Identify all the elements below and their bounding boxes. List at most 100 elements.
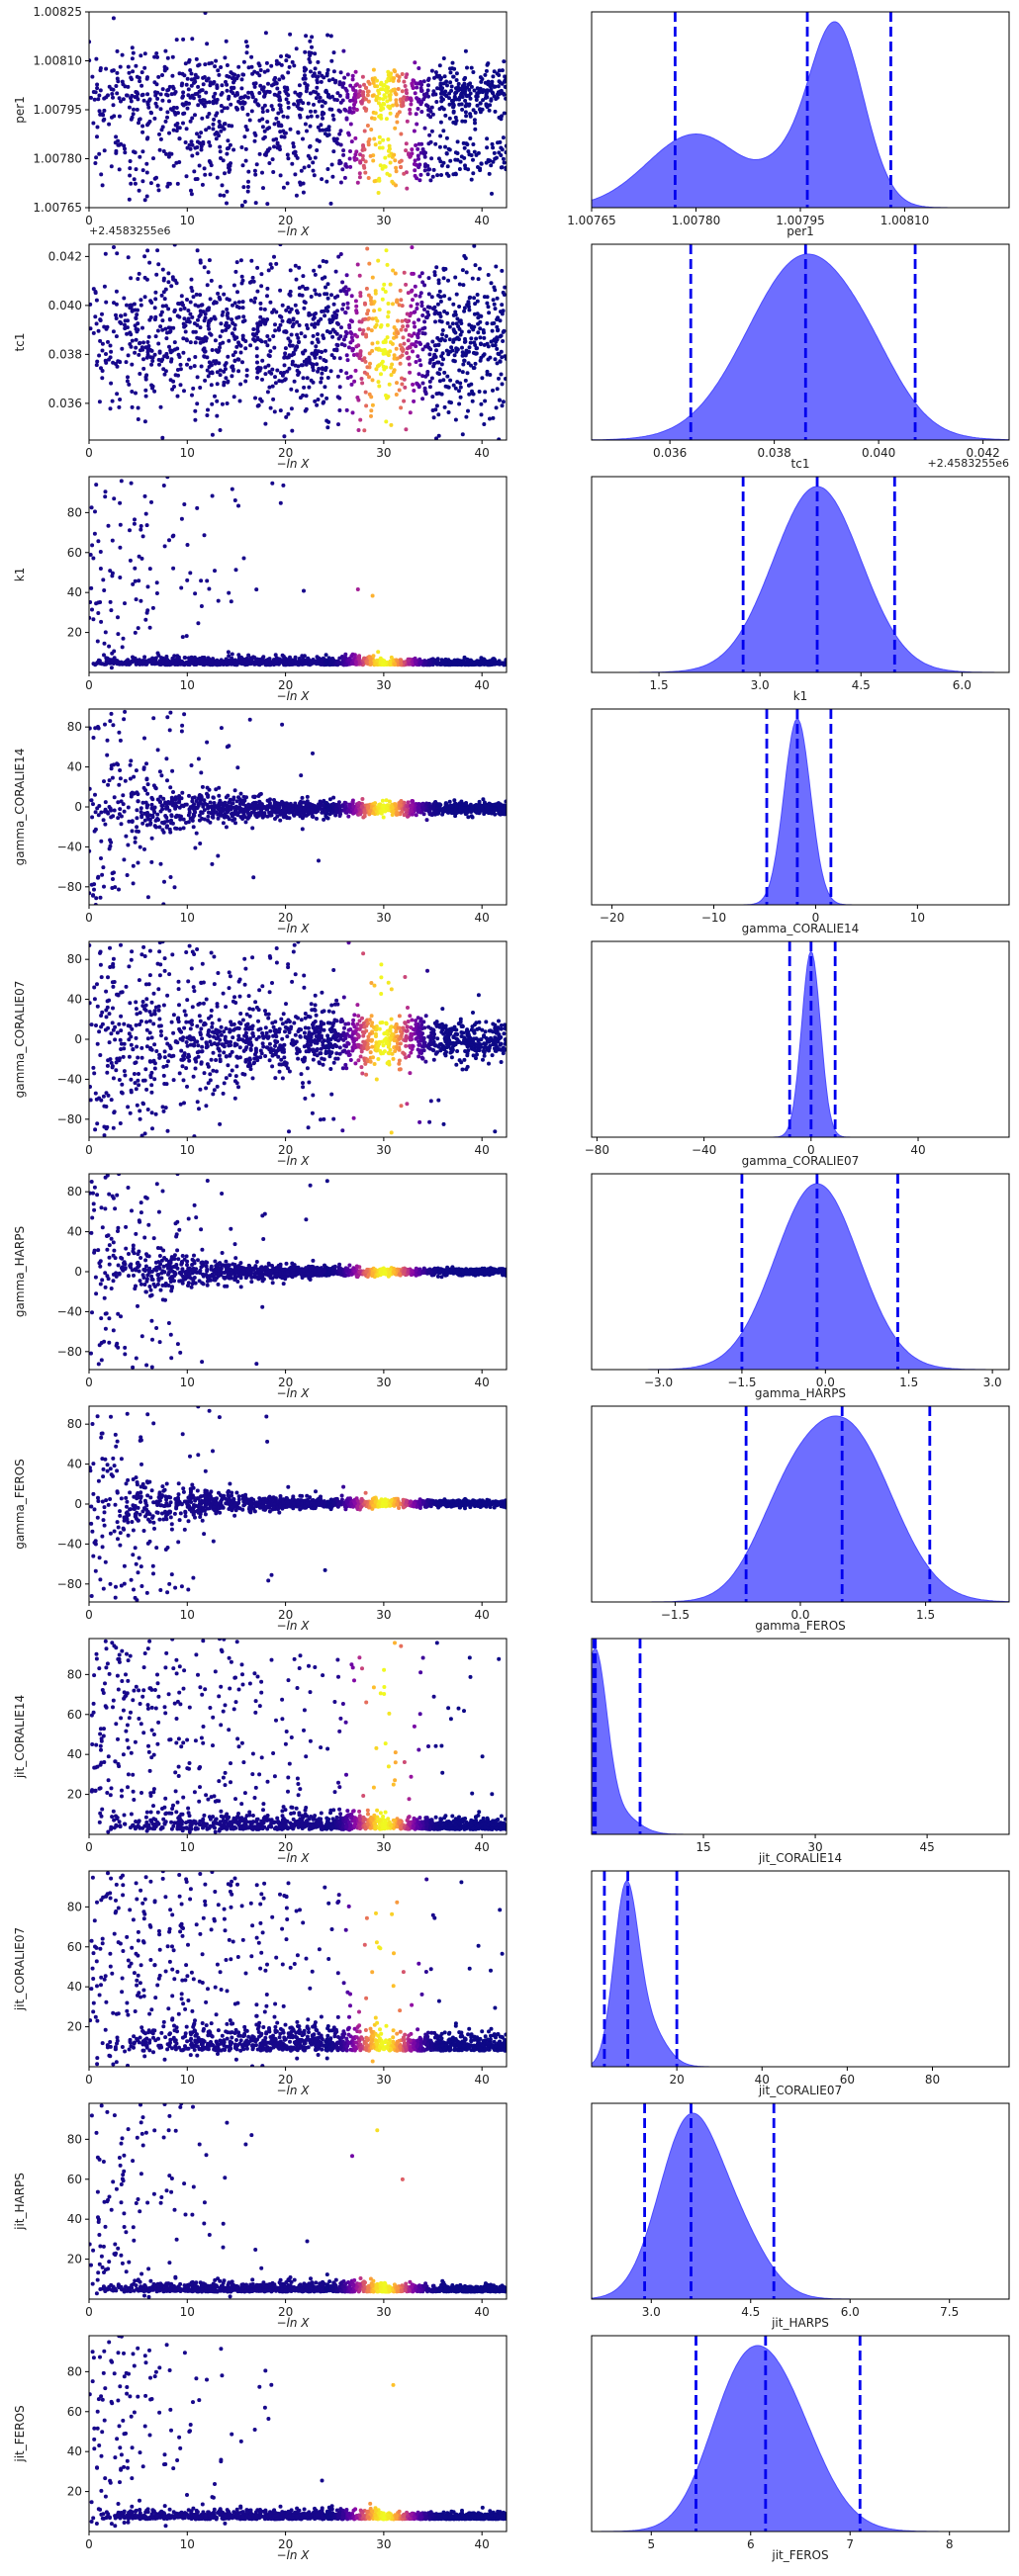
x-tick-label: 0 [807, 1143, 815, 1157]
x-tick-label: 40 [475, 1840, 490, 1854]
trace-tc1-frame [88, 243, 508, 441]
posterior-jit_CORALIE07-frame [591, 1870, 1010, 2068]
x-axis-label: −ln X [276, 689, 310, 703]
x-tick-label: 0 [85, 911, 93, 925]
trace-panel-per1: 0 10 20 30 40 1.00825 1.00810 1.00795 1.00780 1.0… [13, 5, 508, 238]
x-tick-label: 30 [376, 446, 391, 460]
x-axis-label: −ln X [276, 922, 310, 935]
x-tick-label: 20 [278, 911, 293, 925]
y-tick-label: 80 [67, 1185, 82, 1199]
x-tick-label: 1.5 [650, 678, 669, 692]
y-axis-label: per1 [13, 96, 27, 124]
x-tick-label: −3.0 [644, 1376, 673, 1389]
y-tick-label: 40 [67, 1980, 82, 1994]
x-tick-label: 1.00810 [880, 214, 930, 227]
trace-points-jit_CORALIE14 [89, 1639, 507, 1834]
x-tick-label: 30 [376, 2305, 391, 2319]
x-axis-label: jit_FEROS [771, 2548, 828, 2562]
x-tick-label: 1.5 [916, 1608, 935, 1622]
x-tick-label: 0.0 [816, 1376, 835, 1389]
x-tick-label: 30 [376, 2073, 391, 2087]
posterior-jit_CORALIE14-frame [591, 1638, 1010, 1835]
x-tick-label: 0 [85, 1608, 93, 1622]
x-tick-label: 30 [376, 2537, 391, 2551]
x-tick-label: 20 [278, 214, 293, 227]
x-tick-label: 45 [919, 1840, 934, 1854]
x-tick-label: 0 [85, 2537, 93, 2551]
y-axis-label: jit_HARPS [13, 2173, 27, 2231]
y-tick-label: −80 [57, 880, 82, 894]
trace-points-gamma_CORALIE14 [89, 709, 507, 905]
trace-panel-gamma_CORALIE07: 0 10 20 30 40 80 40 0 −40 −80 gamma_CORALIE07 −ln X [13, 940, 508, 1168]
x-tick-label: 10 [180, 214, 195, 227]
x-tick-label: 4.5 [852, 678, 871, 692]
x-tick-label: 10 [180, 1608, 195, 1622]
trace-jit_FEROS-frame [88, 2335, 508, 2532]
trace-points-gamma_HARPS [89, 1174, 507, 1370]
y-axis-label: k1 [13, 568, 27, 582]
offset-label: +2.4583255e6 [928, 457, 1009, 470]
posterior-panel-tc1: 0.036 0.038 0.040 0.042 tc1 +2.4583255e6 [591, 243, 1010, 471]
x-tick-label: 30 [807, 1840, 822, 1854]
posterior-density-gamma_HARPS [592, 1183, 1009, 1370]
x-tick-label: 10 [180, 2305, 195, 2319]
trace-panel-tc1: 0 10 20 30 40 0.042 0.040 0.038 0.036 tc1 −ln X [13, 243, 508, 471]
posterior-panel-gamma_FEROS: −1.5 0.0 1.5 gamma_FEROS [591, 1405, 1010, 1633]
x-tick-label: 1.00780 [672, 214, 721, 227]
trace-panel-gamma_FEROS: 0 10 20 30 40 80 40 0 −40 −80 gamma_FEROS −ln X [13, 1405, 508, 1633]
x-tick-label: 30 [376, 678, 391, 692]
x-axis-label: −ln X [276, 457, 310, 471]
x-axis-label: −ln X [276, 1619, 310, 1633]
x-tick-label: 40 [475, 2537, 490, 2551]
y-tick-label: 60 [67, 2173, 82, 2186]
y-tick-label: −80 [57, 1345, 82, 1359]
posterior-panel-per1: 1.00765 1.00780 1.00795 1.00810 per1 [567, 11, 1010, 238]
x-tick-label: 80 [925, 2073, 940, 2087]
offset-label: +2.4583255e6 [89, 224, 170, 237]
y-tick-label: −40 [57, 1537, 82, 1551]
x-axis-label: −ln X [276, 224, 310, 238]
x-tick-label: 30 [376, 1840, 391, 1854]
x-axis-label: k1 [793, 689, 808, 703]
x-tick-label: 30 [376, 214, 391, 227]
x-tick-label: 20 [278, 446, 293, 460]
trace-points-jit_HARPS [89, 2103, 507, 2299]
posterior-density-k1 [592, 486, 1009, 672]
x-tick-label: 30 [376, 911, 391, 925]
x-tick-label: 0.038 [757, 446, 790, 460]
y-tick-label: 80 [67, 952, 82, 966]
trace-panel-k1: 0 10 20 30 40 80 60 40 20 k1 −ln X [13, 476, 508, 703]
x-tick-label: 10 [180, 2073, 195, 2087]
y-axis-label: gamma_HARPS [13, 1226, 27, 1317]
x-tick-label: 20 [278, 2305, 293, 2319]
y-tick-label: 40 [67, 760, 82, 774]
y-tick-label: 0 [74, 800, 82, 814]
y-tick-label: 0.038 [48, 347, 82, 361]
x-tick-label: 10 [180, 911, 195, 925]
y-tick-label: 80 [67, 1900, 82, 1913]
x-axis-label: −ln X [276, 1386, 310, 1400]
y-axis-label: jit_CORALIE07 [13, 1927, 27, 2011]
y-tick-label: 1.00795 [33, 103, 82, 117]
posterior-tc1-frame [591, 243, 1010, 441]
x-tick-label: −10 [701, 911, 726, 925]
x-tick-label: 20 [278, 1608, 293, 1622]
x-tick-label: 7.5 [940, 2305, 959, 2319]
x-tick-label: −20 [600, 911, 624, 925]
y-tick-label: 1.00810 [33, 54, 82, 68]
y-tick-label: −80 [57, 1112, 82, 1126]
y-axis-label: tc1 [13, 333, 27, 352]
trace-panel-jit_CORALIE07: 0 10 20 30 40 80 60 40 20 jit_CORALIE07 −ln X [13, 1870, 508, 2097]
y-tick-label: 80 [67, 2132, 82, 2146]
x-tick-label: 6 [747, 2537, 755, 2551]
x-tick-label: 0 [85, 214, 93, 227]
y-tick-label: 80 [67, 505, 82, 519]
x-axis-label: −ln X [276, 2316, 310, 2330]
x-axis-label: gamma_FEROS [755, 1619, 846, 1633]
x-axis-label: jit_CORALIE14 [758, 1851, 842, 1865]
y-tick-label: 60 [67, 2405, 82, 2419]
y-tick-label: 0.036 [48, 397, 82, 410]
posterior-density-jit_HARPS [592, 2112, 1009, 2299]
trace-panel-gamma_CORALIE14: 0 10 20 30 40 80 40 0 −40 −80 gamma_CORALIE14 −ln X [13, 708, 508, 935]
x-tick-label: 40 [475, 911, 490, 925]
